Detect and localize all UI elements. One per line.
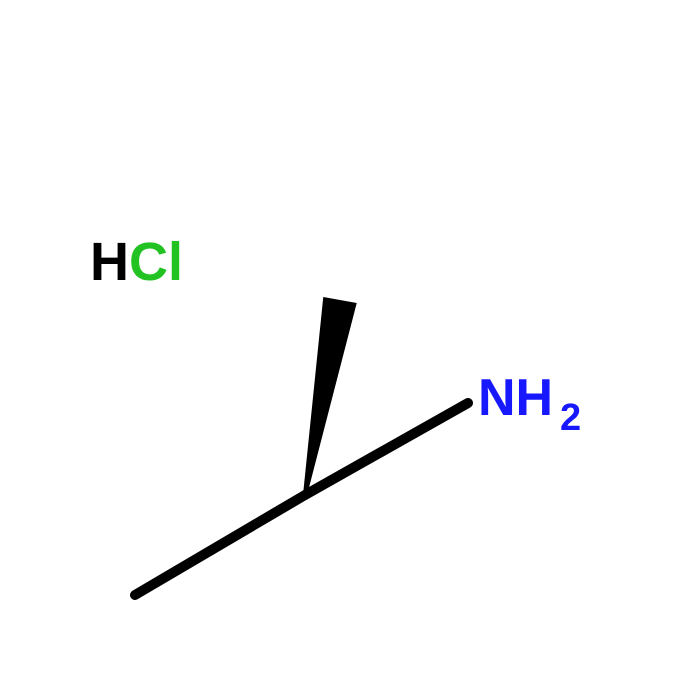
- atom-label-N: NH: [478, 369, 553, 427]
- counterion-part-1: Cl: [129, 232, 183, 292]
- counterion-label: HCl: [90, 232, 183, 292]
- canvas-bg: [0, 0, 700, 700]
- atom-label-N-sub: 2: [560, 397, 581, 439]
- counterion-part-0: H: [90, 232, 129, 292]
- molecule-diagram: NH2 HCl: [0, 0, 700, 700]
